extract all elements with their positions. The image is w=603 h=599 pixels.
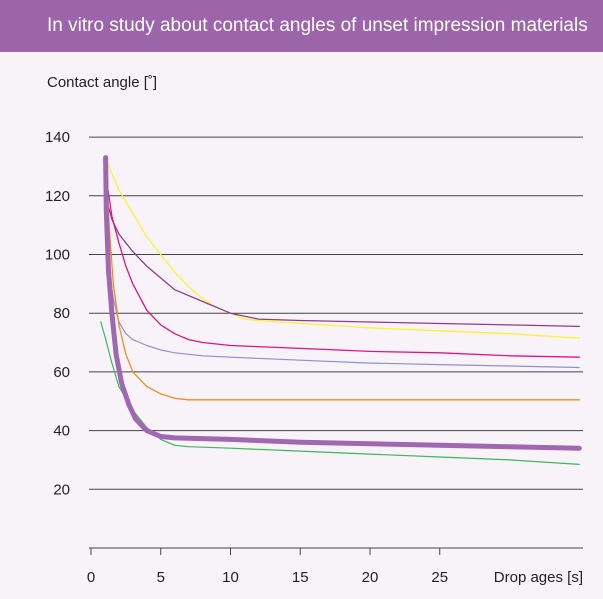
y-tick-label: 80 bbox=[53, 305, 70, 322]
series-line bbox=[100, 321, 580, 465]
x-tick-label: 5 bbox=[157, 569, 165, 586]
series-line bbox=[105, 177, 580, 358]
y-axis-label: Contact angle [˚] bbox=[47, 74, 158, 91]
series-line bbox=[103, 155, 582, 451]
chart-title: In vitro study about contact angles of u… bbox=[0, 0, 603, 52]
grid-lines bbox=[89, 136, 583, 490]
y-tick-label: 140 bbox=[45, 129, 70, 146]
x-tick-label: 15 bbox=[292, 569, 309, 586]
tick-labels: 20 40 60 80 100 120 140 0 5 10 15 20 25 bbox=[45, 129, 448, 586]
series-line bbox=[105, 198, 580, 328]
series-line bbox=[107, 162, 580, 339]
y-tick-label: 40 bbox=[53, 423, 70, 440]
y-tick-label: 120 bbox=[45, 188, 70, 205]
series-line bbox=[105, 218, 580, 369]
x-axis-label: Drop ages [s] bbox=[494, 569, 583, 586]
y-tick-label: 60 bbox=[53, 364, 70, 381]
y-tick-label: 100 bbox=[45, 247, 70, 264]
y-tick-label: 20 bbox=[53, 481, 70, 498]
series-line bbox=[105, 162, 580, 401]
x-tick-label: 20 bbox=[362, 569, 379, 586]
x-tick-label: 10 bbox=[222, 569, 239, 586]
series-lines bbox=[100, 155, 582, 465]
x-axis bbox=[89, 547, 583, 555]
x-tick-label: 0 bbox=[87, 569, 95, 586]
x-tick-label: 25 bbox=[431, 569, 448, 586]
